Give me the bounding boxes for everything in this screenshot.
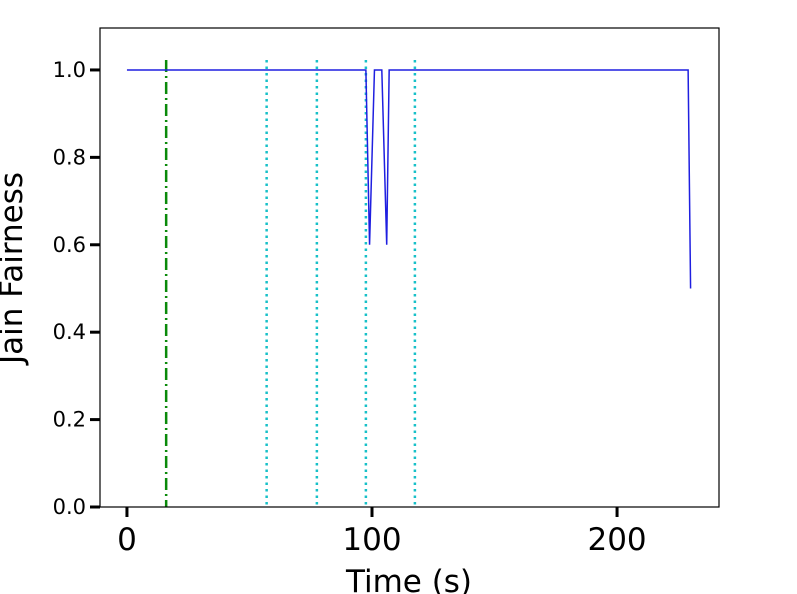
y-axis-label: Jain Fairness: [0, 172, 30, 366]
plot-frame: [99, 27, 720, 508]
y-tick-label: 0.0: [53, 495, 86, 519]
x-tick-label: 200: [587, 522, 646, 558]
x-tick-label: 0: [117, 522, 137, 558]
y-tick-label: 0.6: [53, 233, 86, 257]
y-tick-label: 0.8: [53, 145, 86, 169]
x-tick-label: 100: [342, 522, 401, 558]
y-tick-label: 0.4: [53, 320, 86, 344]
data-line: [126, 69, 692, 289]
x-axis-label: Time (s): [345, 564, 472, 594]
y-tick-label: 0.2: [53, 408, 86, 432]
y-tick-label: 1.0: [53, 58, 86, 82]
